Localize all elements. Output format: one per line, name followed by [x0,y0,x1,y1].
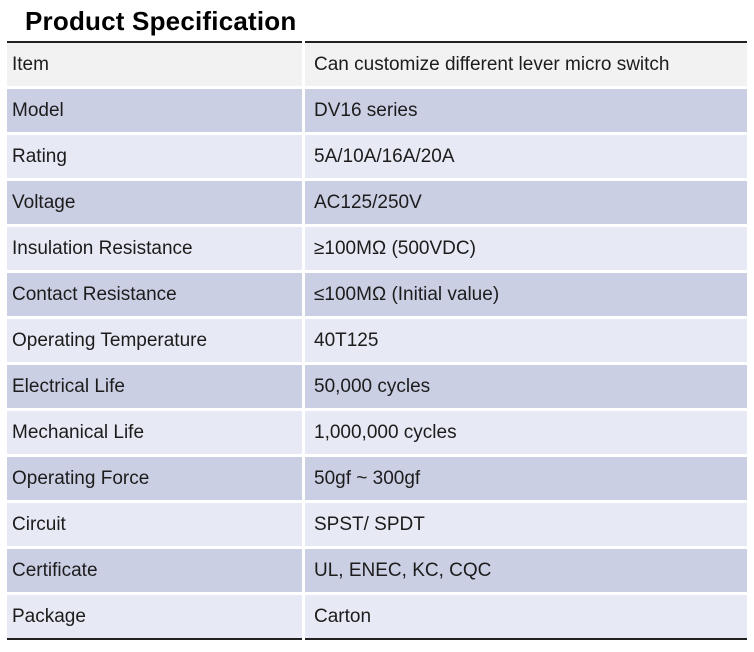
spec-value-text: 50,000 cycles [314,376,431,397]
spec-label-item: Item [7,41,302,86]
spec-label-text: Electrical Life [12,376,125,397]
spec-label-text: Package [12,606,86,627]
spec-label-certificate: Certificate [7,549,302,592]
spec-label-mechanical-life: Mechanical Life [7,411,302,454]
spec-label-model: Model [7,89,302,132]
spec-label-text: Model [12,100,64,121]
spec-value-text: 1,000,000 cycles [314,422,457,443]
spec-value-electrical-life: 50,000 cycles [305,365,747,408]
spec-value-contact-resistance: ≤100MΩ (Initial value) [305,273,747,316]
spec-value-text: Carton [314,606,372,627]
spec-label-electrical-life: Electrical Life [7,365,302,408]
spec-value-text: SPST/ SPDT [314,514,425,535]
spec-value-operating-force: 50gf ~ 300gf [305,457,747,500]
spec-value-insulation-resistance: ≥100MΩ (500VDC) [305,227,747,270]
spec-label-operating-force: Operating Force [7,457,302,500]
spec-label-contact-resistance: Contact Resistance [7,273,302,316]
spec-value-text: ≥100MΩ (500VDC) [314,238,476,259]
spec-value-package: Carton [305,595,747,640]
spec-table: Item Can customize different lever micro… [7,41,747,640]
spec-label-rating: Rating [7,135,302,178]
spec-value-text: UL, ENEC, KC, CQC [314,560,492,581]
page: Product Specification Item Can customize… [0,8,754,640]
spec-value-text: DV16 series [314,100,418,121]
spec-label-operating-temperature: Operating Temperature [7,319,302,362]
spec-label-text: Insulation Resistance [12,238,193,259]
spec-label-text: Operating Temperature [12,330,208,351]
spec-label-text: Operating Force [12,468,150,489]
spec-value-text: AC125/250V [314,192,422,213]
spec-label-text: Rating [12,146,67,167]
spec-label-circuit: Circuit [7,503,302,546]
spec-label-text: Contact Resistance [12,284,177,305]
spec-value-certificate: UL, ENEC, KC, CQC [305,549,747,592]
spec-label-text: Circuit [12,514,66,535]
spec-value-text: 40T125 [314,330,379,351]
spec-value-text: ≤100MΩ (Initial value) [314,284,500,305]
spec-label-text: Certificate [12,560,98,581]
spec-value-item: Can customize different lever micro swit… [305,41,747,86]
spec-value-operating-temperature: 40T125 [305,319,747,362]
spec-value-circuit: SPST/ SPDT [305,503,747,546]
page-title: Product Specification [25,6,297,36]
spec-value-voltage: AC125/250V [305,181,747,224]
spec-label-insulation-resistance: Insulation Resistance [7,227,302,270]
spec-value-model: DV16 series [305,89,747,132]
spec-value-text: Can customize different lever micro swit… [314,54,670,75]
spec-value-mechanical-life: 1,000,000 cycles [305,411,747,454]
spec-label-text: Voltage [12,192,76,213]
spec-label-package: Package [7,595,302,640]
spec-value-text: 50gf ~ 300gf [314,468,421,489]
spec-value-text: 5A/10A/16A/20A [314,146,455,167]
spec-label-text: Mechanical Life [12,422,145,443]
spec-value-rating: 5A/10A/16A/20A [305,135,747,178]
spec-label-voltage: Voltage [7,181,302,224]
spec-label-text: Item [12,54,49,75]
